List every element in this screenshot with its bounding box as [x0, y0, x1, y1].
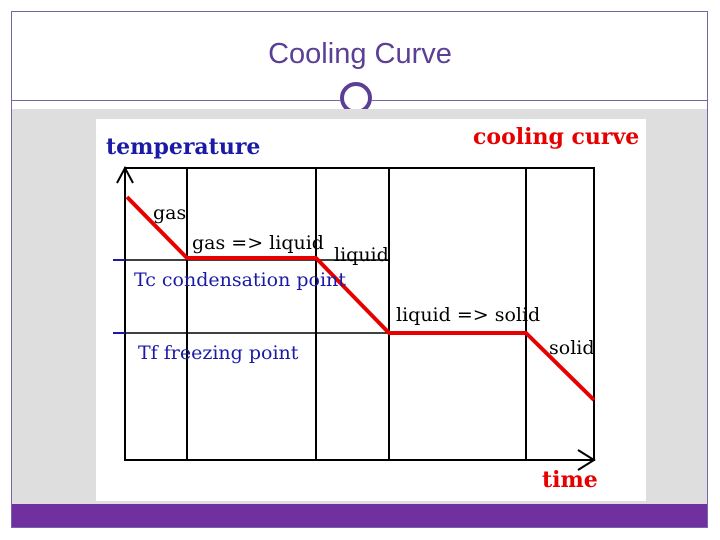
condensation-point-label: Tc condensation point: [134, 269, 346, 291]
x-axis-arrow-icon: [577, 449, 596, 471]
footer-bar: [12, 504, 707, 527]
cooling-curve-diagram: temperature cooling curve time gas gas =…: [96, 119, 646, 501]
cooling-curve-line: [125, 195, 596, 402]
phase-label-liquid: liquid: [334, 244, 389, 266]
y-axis-label: temperature: [106, 134, 260, 160]
phase-label-solid: solid: [549, 337, 595, 359]
plot-frame: [124, 167, 595, 461]
x-axis-label: time: [542, 467, 598, 493]
cooling-curve-svg: temperature cooling curve time gas gas =…: [106, 124, 639, 493]
divider-ring-icon: [340, 82, 372, 114]
title-divider-right: [372, 100, 707, 101]
phase-label-gas: gas: [153, 202, 186, 224]
slide-title: Cooling Curve: [268, 38, 452, 70]
phase-label-gas-to-liquid: gas => liquid: [192, 232, 324, 254]
y-axis-arrow-icon: [116, 165, 134, 184]
title-divider-left: [12, 100, 340, 101]
diagram-heading: cooling curve: [473, 124, 639, 150]
phase-label-liquid-to-solid: liquid => solid: [396, 304, 540, 326]
freezing-point-label: Tf freezing point: [138, 342, 299, 364]
